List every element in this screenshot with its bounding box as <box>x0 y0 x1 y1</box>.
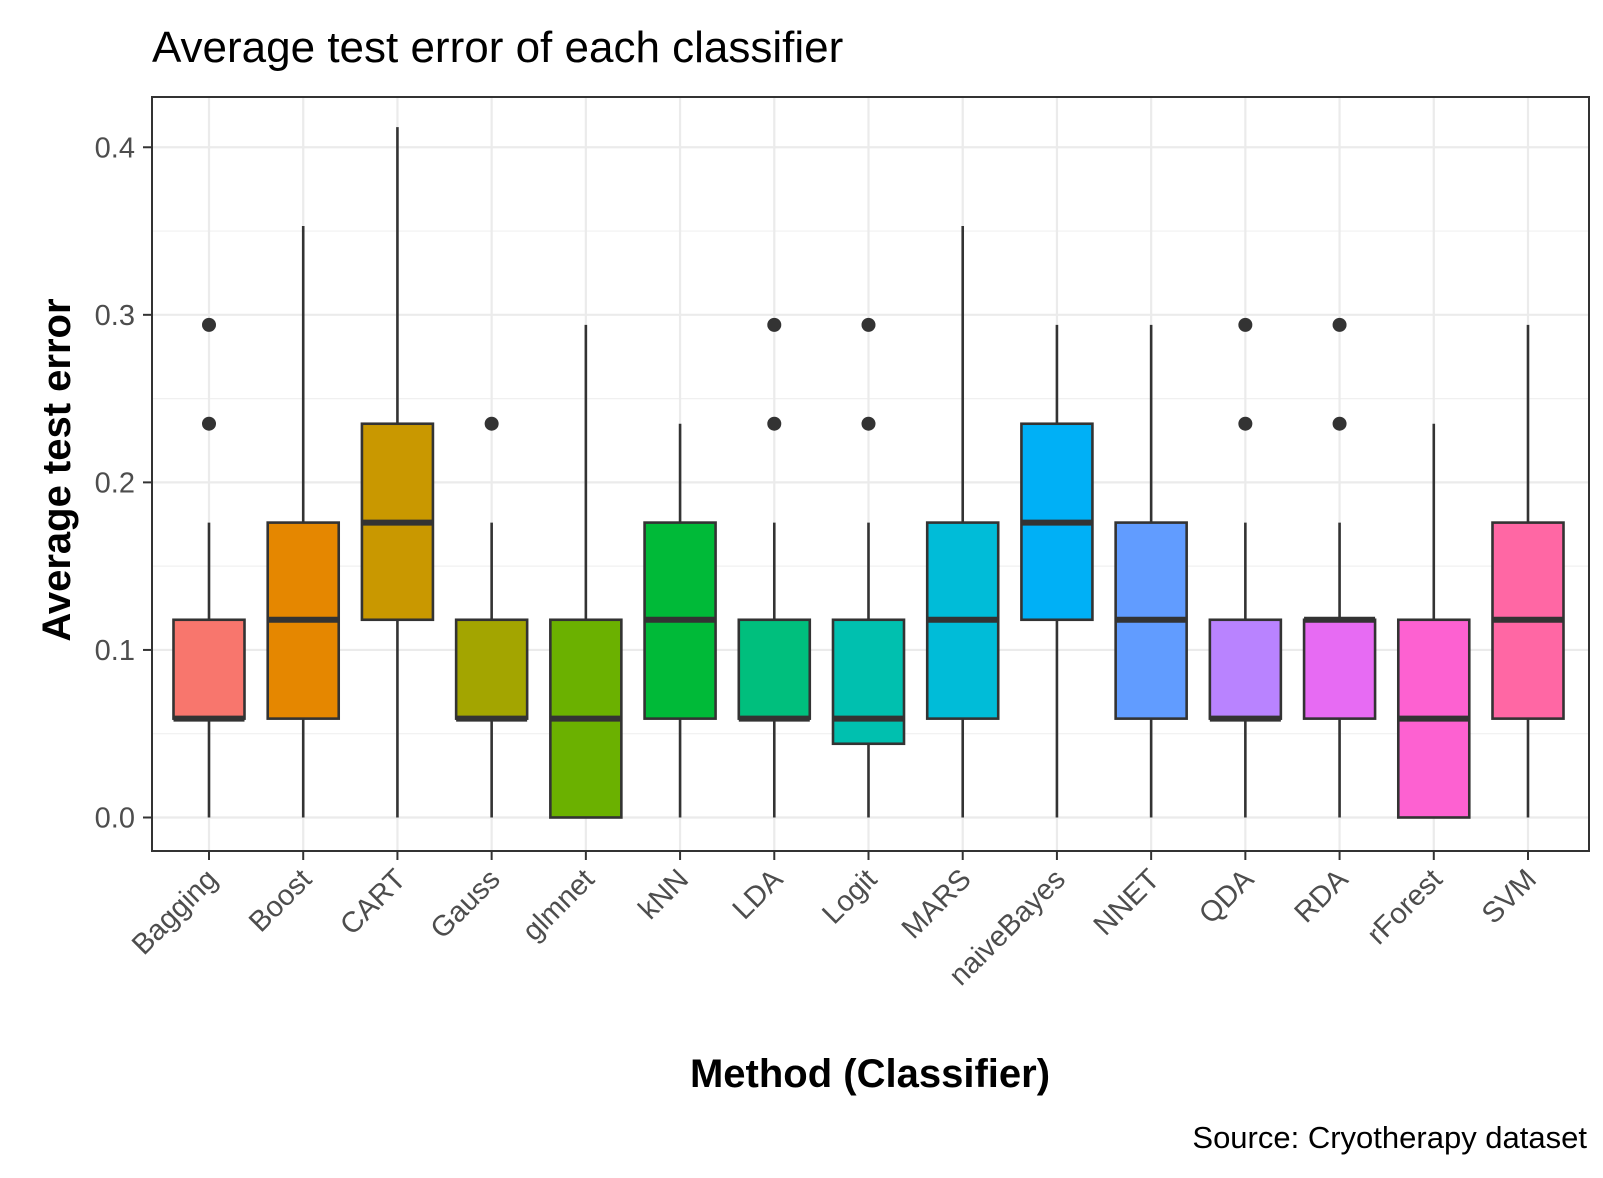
x-tick-label: kNN <box>633 863 696 926</box>
box-kNN <box>643 423 717 818</box>
x-tick-label: CART <box>334 863 412 941</box>
y-tick-label: 0.4 <box>95 132 135 164</box>
box-Gauss <box>454 416 529 818</box>
x-tick-label: rForest <box>1361 863 1449 951</box>
outlier-point <box>1238 317 1253 332</box>
x-tick-label: Gauss <box>425 863 507 945</box>
x-tick-label: glmnet <box>517 863 601 947</box>
y-tick-label: 0.3 <box>95 300 135 332</box>
x-tick-label: Bagging <box>126 863 224 961</box>
box-MARS <box>925 226 1000 818</box>
box-NNET <box>1114 324 1188 818</box>
outlier-point <box>1332 317 1347 332</box>
y-tick-label: 0.0 <box>95 802 135 834</box>
x-tick-label: LDA <box>727 863 790 926</box>
box-series <box>172 127 1565 819</box>
x-tick-label: QDA <box>1193 863 1261 931</box>
outlier-point <box>1238 416 1253 431</box>
box-body <box>454 618 529 720</box>
outlier-point <box>202 416 216 431</box>
x-tick-label: NNET <box>1088 863 1167 942</box>
box-RDA <box>1302 317 1377 818</box>
x-tick-label: MARS <box>896 863 978 945</box>
outlier-point <box>767 317 782 332</box>
box-Bagging <box>172 317 246 818</box>
outlier-point <box>861 416 876 431</box>
x-tick-label: Boost <box>243 863 318 938</box>
y-axis: 0.0 0.1 0.2 0.3 0.4 <box>95 132 152 834</box>
y-axis-title: Average test error <box>35 298 79 641</box>
box-body <box>1302 618 1377 720</box>
box-glmnet <box>549 324 623 819</box>
chart-title: Average test error of each classifier <box>152 23 843 72</box>
outlier-point <box>861 317 876 332</box>
panel-border <box>151 96 1590 852</box>
outlier-point <box>1332 416 1347 431</box>
box-naiveBayes <box>1020 324 1094 818</box>
plot-area <box>151 96 1590 852</box>
box-QDA <box>1208 317 1283 818</box>
box-SVM <box>1491 324 1565 818</box>
box-CART <box>360 127 435 818</box>
outlier-point <box>484 416 499 431</box>
y-tick-label: 0.2 <box>95 467 135 499</box>
box-rForest <box>1396 423 1471 819</box>
box-body <box>737 618 812 720</box>
x-tick-label: SVM <box>1476 863 1543 930</box>
x-axis-title: Method (Classifier) <box>690 1052 1050 1096</box>
chart-caption: Source: Cryotherapy dataset <box>1192 1120 1587 1155</box>
outlier-point <box>767 416 782 431</box>
box-Boost <box>266 226 341 818</box>
box-body <box>1208 618 1283 720</box>
x-tick-label: Logit <box>816 863 883 930</box>
box-LDA <box>737 317 812 818</box>
x-axis: Bagging Boost CART Gauss glmnet kNN LDA Logit MA… <box>126 851 1543 992</box>
y-tick-label: 0.1 <box>95 635 135 667</box>
x-tick-label: RDA <box>1289 863 1355 929</box>
outlier-point <box>202 317 216 332</box>
box-body <box>831 618 906 746</box>
box-Logit <box>831 317 906 818</box>
box-body <box>172 618 246 720</box>
